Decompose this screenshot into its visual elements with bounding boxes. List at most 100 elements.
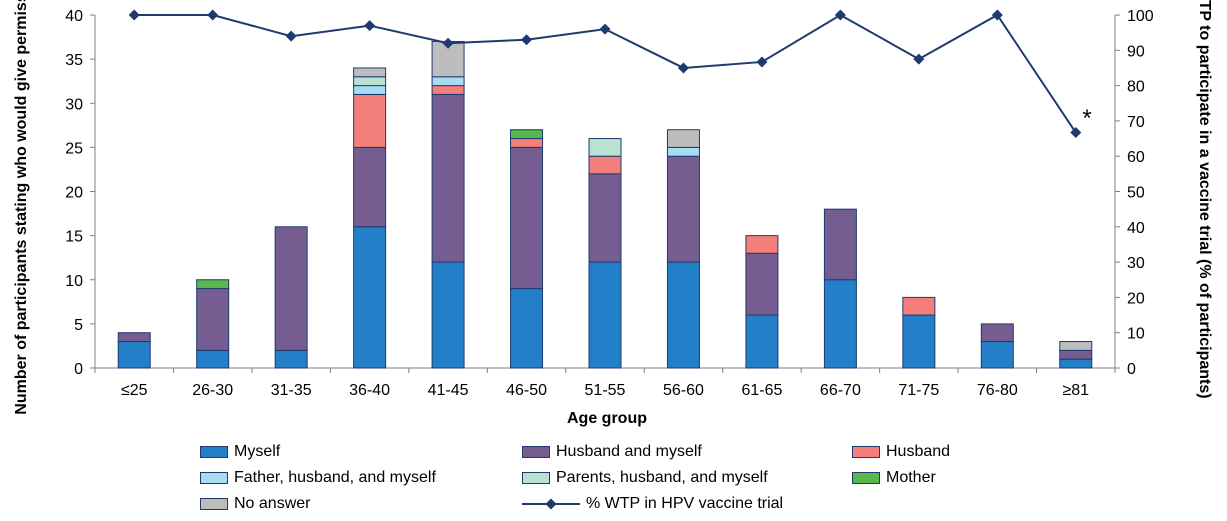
legend-item: Father, husband, and myself xyxy=(200,466,436,490)
wtp-point xyxy=(1070,127,1082,139)
bar-segment xyxy=(353,93,387,148)
y-tick-label: 10 xyxy=(65,273,83,290)
legend-swatch xyxy=(852,472,880,484)
bar-segment xyxy=(353,76,387,87)
legend-item: Husband xyxy=(852,440,950,464)
x-axis-title: Age group xyxy=(567,410,647,427)
bar-segment xyxy=(196,279,230,290)
chart: 0 5 10 15 20 25 30 35 40 0 10 20 30 40 50 60 70 80 90 100 ≤2… xyxy=(13,0,1213,427)
x-tick-label: 71-75 xyxy=(898,382,939,399)
legend-swatch xyxy=(200,498,228,510)
bar-segment xyxy=(117,332,151,343)
bar-segment xyxy=(353,226,387,369)
bar-segment xyxy=(1059,349,1093,360)
bar-segment xyxy=(1059,358,1093,369)
wtp-point xyxy=(521,34,533,46)
wtp-point xyxy=(364,20,376,32)
x-tick-label: 36-40 xyxy=(349,382,390,399)
bar-segment xyxy=(745,314,779,369)
y2-tick-label: 40 xyxy=(1127,220,1145,237)
bar-segment xyxy=(588,173,622,263)
bar-segment xyxy=(588,138,622,157)
y-tick-label: 40 xyxy=(65,8,83,25)
x-tick-label: 61-65 xyxy=(741,382,782,399)
legend-item: Parents, husband, and myself xyxy=(522,466,768,490)
y2-tick-label: 70 xyxy=(1127,114,1145,131)
bar-segment xyxy=(117,341,151,369)
bar-segment xyxy=(510,288,544,369)
legend-swatch xyxy=(852,446,880,458)
legend-label: No answer xyxy=(234,495,311,512)
legend-label: Husband and myself xyxy=(556,443,702,460)
x-tick-label: 56-60 xyxy=(663,382,704,399)
legend-swatch xyxy=(522,472,550,484)
bar-segment xyxy=(666,146,700,157)
line-layer xyxy=(128,9,1082,139)
bar-segment xyxy=(902,314,936,369)
wtp-point xyxy=(677,62,689,74)
bar-segment xyxy=(745,235,779,254)
bar-segment xyxy=(588,261,622,369)
bar-segment xyxy=(196,349,230,369)
bar-segment xyxy=(510,129,544,140)
y-tick-label: 0 xyxy=(74,361,83,378)
wtp-point xyxy=(756,56,768,68)
legend-line-swatch xyxy=(522,498,580,510)
bar-segment xyxy=(510,146,544,290)
legend-item: Myself xyxy=(200,440,280,464)
wtp-point xyxy=(991,9,1003,21)
asterisk-annotation: * xyxy=(1082,105,1091,132)
bar-segment xyxy=(431,76,465,87)
x-tick-label: 46-50 xyxy=(506,382,547,399)
y-tick-label: 25 xyxy=(65,140,83,157)
bar-segment xyxy=(353,67,387,78)
y2-tick-label: 90 xyxy=(1127,43,1145,60)
bar-segment xyxy=(431,261,465,369)
bar-segment xyxy=(745,252,779,316)
ticks-layer: 0 5 10 15 20 25 30 35 40 0 10 20 30 40 50 60 70 80 90 100 ≤2… xyxy=(65,8,1154,399)
x-tick-label: ≥81 xyxy=(1062,382,1089,399)
bar-segment xyxy=(823,208,857,281)
legend-label: Father, husband, and myself xyxy=(234,469,436,486)
x-tick-label: 41-45 xyxy=(428,382,469,399)
bar-segment xyxy=(666,155,700,263)
y2-tick-label: 20 xyxy=(1127,290,1145,307)
legend-label: Parents, husband, and myself xyxy=(556,469,768,486)
wtp-point xyxy=(285,30,297,42)
legend-item: No answer xyxy=(200,492,310,516)
legend-label: % WTP in HPV vaccine trial xyxy=(586,495,784,512)
y2-tick-label: 50 xyxy=(1127,185,1145,202)
legend-swatch xyxy=(200,472,228,484)
y-tick-label: 35 xyxy=(65,52,83,69)
bar-segment xyxy=(431,93,465,263)
y-tick-label: 30 xyxy=(65,96,83,113)
bar-segment xyxy=(510,138,544,148)
y2-axis-title: WTP to participate in a vaccine trial (%… xyxy=(1196,0,1213,399)
legend: Myself Husband and myself Husband Father, h… xyxy=(200,440,1210,520)
bar-segment xyxy=(980,341,1014,369)
x-tick-label: ≤25 xyxy=(121,382,148,399)
x-tick-label: 51-55 xyxy=(585,382,626,399)
x-tick-label: 66-70 xyxy=(820,382,861,399)
bar-segment xyxy=(666,129,700,148)
legend-label: Husband xyxy=(886,443,951,460)
bar-segment xyxy=(588,155,622,175)
bar-segment xyxy=(274,349,308,369)
bars-layer xyxy=(117,40,1093,369)
y2-tick-label: 100 xyxy=(1127,8,1154,25)
wtp-point xyxy=(442,37,454,49)
bar-segment xyxy=(353,146,387,228)
x-tick-label: 31-35 xyxy=(271,382,312,399)
legend-label: Mother xyxy=(886,469,936,486)
legend-item: Mother xyxy=(852,466,936,490)
y-axis-title: Number of participants stating who would… xyxy=(13,0,30,415)
wtp-point xyxy=(834,9,846,21)
bar-segment xyxy=(274,226,308,351)
bar-segment xyxy=(902,296,936,316)
bar-segment xyxy=(431,85,465,95)
wtp-point xyxy=(207,9,219,21)
bar-segment xyxy=(353,85,387,95)
legend-item: % WTP in HPV vaccine trial xyxy=(522,492,783,516)
wtp-point xyxy=(128,9,140,21)
wtp-point xyxy=(913,53,925,65)
